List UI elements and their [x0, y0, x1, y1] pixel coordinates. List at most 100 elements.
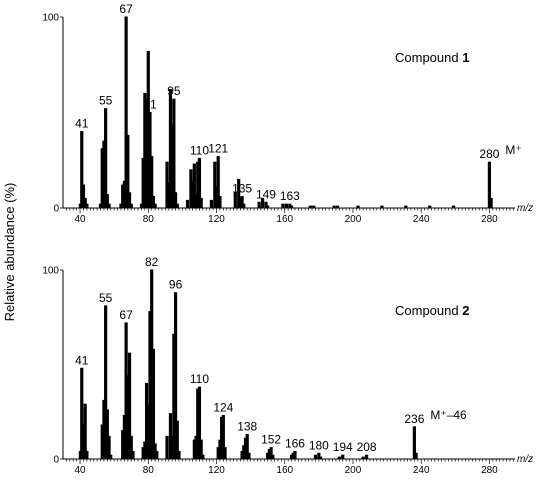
spectrum-peak	[412, 426, 416, 460]
spectrum-peak	[487, 161, 492, 209]
spectrum-peak	[155, 450, 159, 460]
spectrum-peak	[172, 98, 176, 209]
spectrum-peak	[414, 452, 418, 460]
spectrum-peak	[81, 184, 86, 209]
spectrum-peak	[289, 205, 294, 209]
spectrum-peak	[260, 197, 265, 209]
spectrum-peak	[380, 205, 384, 209]
x-tick-label: 80	[143, 214, 155, 225]
peak-label: 149	[256, 187, 276, 201]
peak-label: 81	[143, 98, 157, 112]
x-tick-label: 80	[143, 465, 155, 476]
peak-label: 208	[357, 440, 377, 454]
y-tick-label: 100	[42, 266, 59, 277]
ion-annotation: M⁺	[505, 143, 521, 157]
peak-label: 180	[309, 438, 329, 452]
spectrum-peak	[221, 415, 225, 460]
spectrum-peak	[80, 367, 84, 460]
x-tick-label: 280	[481, 465, 498, 476]
peak-label: 55	[99, 291, 113, 305]
spectrum-peak	[197, 386, 202, 460]
spectrum-peak	[153, 203, 157, 209]
y-tick-label: 0	[53, 455, 59, 466]
spectrum-peak	[247, 452, 251, 460]
peak-label: 121	[208, 141, 228, 155]
spectrum-peak	[317, 452, 321, 460]
peak-label: 96	[169, 278, 183, 292]
spectrum-peak	[131, 450, 135, 460]
spectrum-peak	[308, 205, 312, 209]
spectrum-panel-compound-2: 40 80 120 160 200 240 280 0 100 m/z 41 55 67 82 96 110 1…	[42, 255, 533, 476]
x-tick-label: 200	[345, 214, 362, 225]
peak-label: 41	[75, 117, 89, 131]
spectrum-peak	[150, 155, 154, 209]
spectrum-peak	[293, 450, 297, 460]
peak-label: 124	[213, 401, 233, 415]
y-axis-label: Relative abundance (%)	[2, 183, 17, 322]
spectrum-peak	[127, 352, 132, 460]
spectrum-peak	[197, 157, 202, 209]
spectrum-peak	[365, 454, 369, 460]
spectrum-peak	[105, 194, 109, 209]
peak-label: 280	[479, 147, 499, 161]
spectrum-peak	[175, 420, 179, 460]
spectrum-peak	[269, 447, 273, 460]
x-tick-label: 160	[276, 465, 293, 476]
peak-label: 166	[285, 436, 305, 450]
peak-label: 138	[237, 419, 257, 433]
spectrum-peak	[151, 348, 156, 460]
spectrum-peak	[104, 108, 108, 209]
peak-label: 55	[99, 94, 113, 108]
x-tick-label: 40	[74, 214, 86, 225]
x-tick-label: 160	[276, 214, 293, 225]
spectrum-peak	[83, 403, 87, 460]
spectrum-peak	[85, 450, 89, 460]
x-axis-label: m/z	[517, 203, 533, 214]
spectrum-peak	[489, 197, 493, 209]
spectrum-peak	[213, 161, 217, 209]
x-tick-label: 120	[208, 214, 225, 225]
spectrum-peak	[240, 196, 244, 209]
compound-title: Compound 2	[395, 303, 469, 318]
spectrum-peak	[451, 205, 456, 209]
peak-label: 67	[119, 308, 133, 322]
peak-label: 163	[280, 189, 300, 203]
spectrum-peak	[336, 205, 340, 209]
x-axis-label: m/z	[517, 454, 533, 465]
peak-label: 67	[119, 2, 133, 16]
ion-annotation: M⁺–46	[430, 408, 467, 422]
spectrum-peak	[404, 205, 408, 209]
spectrum-peak	[281, 203, 285, 209]
spectrum-peak	[127, 192, 132, 209]
spectrum-peak	[218, 196, 222, 209]
x-tick-label: 240	[413, 465, 430, 476]
spectrum-peak	[216, 155, 220, 209]
spectrum-peak	[126, 134, 130, 209]
compound-title: Compound 1	[395, 50, 469, 65]
spectrum-peak	[85, 203, 89, 209]
spectrum-peak	[312, 205, 316, 209]
spectrum-peak	[223, 447, 227, 460]
spectrum-peak	[192, 163, 196, 209]
peak-label: 95	[167, 84, 181, 98]
spectrum-peak	[313, 454, 318, 460]
spectrum-peak	[428, 205, 432, 209]
spectrum-peak	[80, 131, 84, 209]
spectrum-peak	[257, 201, 261, 209]
spectrum-peak	[284, 203, 289, 209]
spectrum-peak	[151, 196, 156, 209]
spectrum-peak	[173, 192, 178, 209]
peak-label: 110	[190, 372, 209, 386]
spectrum-peak	[199, 439, 203, 460]
spectrum-peak	[173, 292, 178, 460]
spectrum-peak	[175, 203, 179, 209]
spectrum-peak	[264, 201, 268, 209]
spectrum-peak	[318, 456, 323, 460]
x-tick-label: 200	[345, 465, 362, 476]
spectrum-peak	[129, 435, 133, 460]
spectrum-peak	[185, 199, 190, 209]
spectrum-peak	[83, 197, 87, 209]
